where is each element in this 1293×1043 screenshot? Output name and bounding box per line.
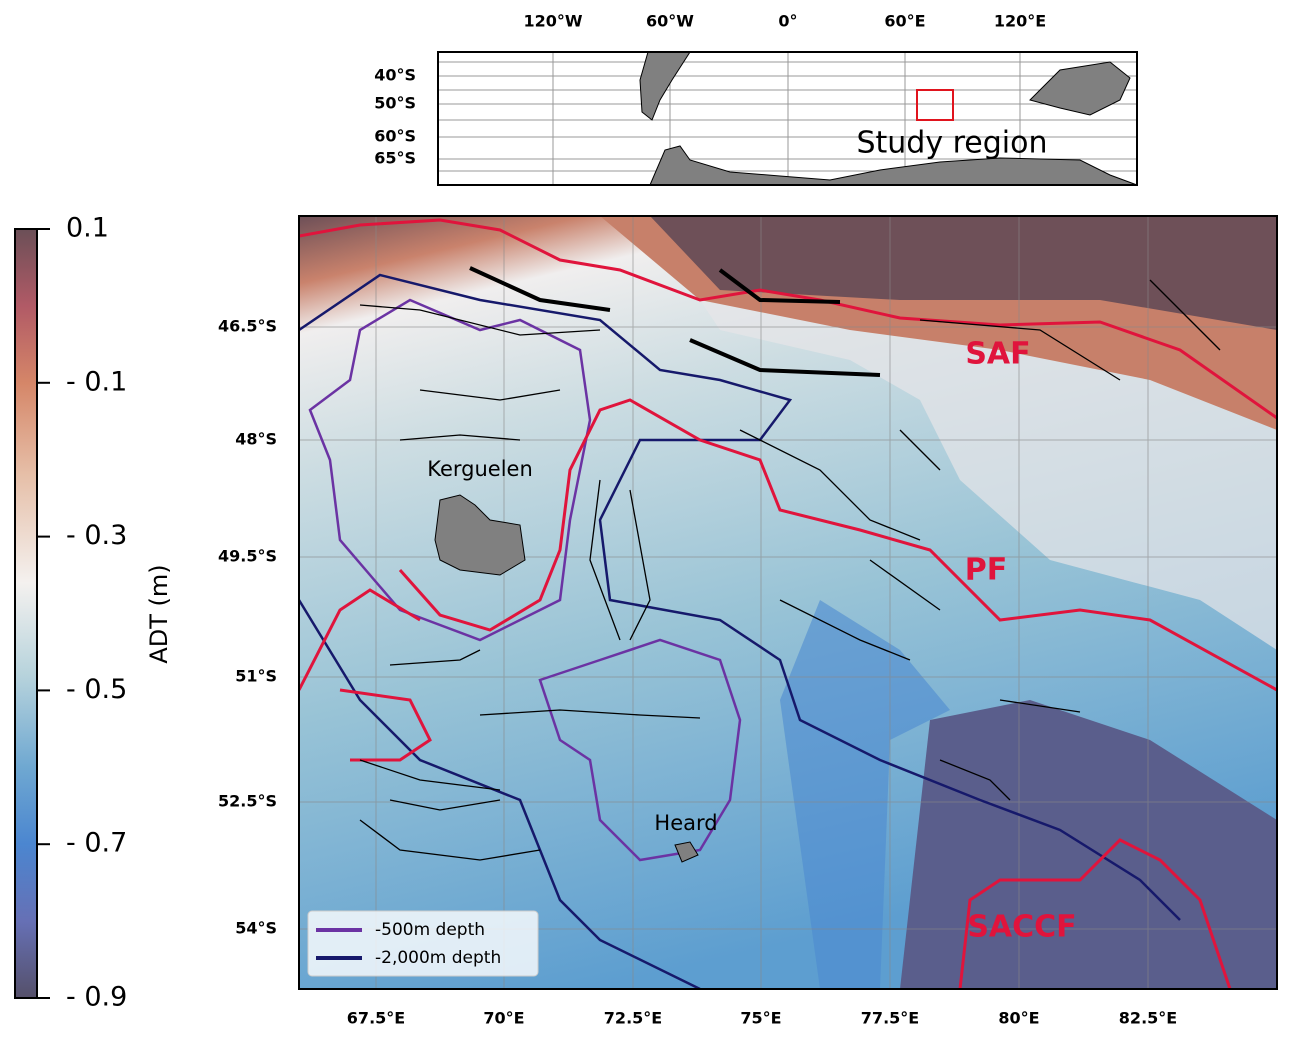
y-tick-label: 54°S [235,919,277,938]
x-tick-label: 67.5°E [347,1009,405,1028]
x-tick-label: 82.5°E [1119,1009,1177,1028]
x-tick-label: 80°E [998,1009,1039,1028]
colorbar-label: ADT (m) [145,564,173,663]
x-tick-label: 75°E [740,1009,781,1028]
colorbar-tick-label: - 0.3 [66,520,127,551]
y-tick-label: 52.5°S [218,792,277,811]
legend-label: -500m depth [375,920,485,940]
front-label: PF [965,553,1007,588]
x-tick-label: 77.5°E [861,1009,919,1028]
colorbar-tick-label: - 0.5 [66,674,127,705]
colorbar-tick-label: - 0.9 [66,982,127,1013]
legend [307,910,539,977]
front-label: SAF [965,337,1030,372]
inset-x-tick-label: 120°W [523,12,582,31]
colorbar: ADT (m) [14,228,173,999]
inset-x-tick-label: 60°E [884,12,925,31]
y-tick-label: 48°S [235,430,277,449]
place-label: Heard [654,811,717,835]
y-tick-label: 49.5°S [218,547,277,566]
x-tick-label: 70°E [483,1009,524,1028]
colorbar-tick-label: - 0.1 [66,366,127,397]
inset-x-tick-label: 60°W [646,12,694,31]
front-label: SACCF [967,910,1076,945]
legend-label: -2,000m depth [375,948,501,968]
y-tick-label: 46.5°S [218,317,277,336]
inset-map: Study region [437,51,1138,186]
inset-x-tick-label: 120°E [994,12,1046,31]
main-map: Kerguelen Heard SAF PF SACCF [298,215,1278,990]
place-label: Kerguelen [427,457,533,481]
colorbar-tick-label: 0.1 [66,213,109,244]
inset-y-tick-label: 50°S [374,94,416,113]
inset-label: Study region [856,126,1047,161]
inset-x-tick-label: 0° [778,12,797,31]
colorbar-tick-label: - 0.7 [66,828,127,859]
inset-y-tick-label: 40°S [374,66,416,85]
x-tick-label: 72.5°E [604,1009,662,1028]
inset-y-tick-label: 65°S [374,149,416,168]
inset-y-tick-label: 60°S [374,127,416,146]
y-tick-label: 51°S [235,667,277,686]
